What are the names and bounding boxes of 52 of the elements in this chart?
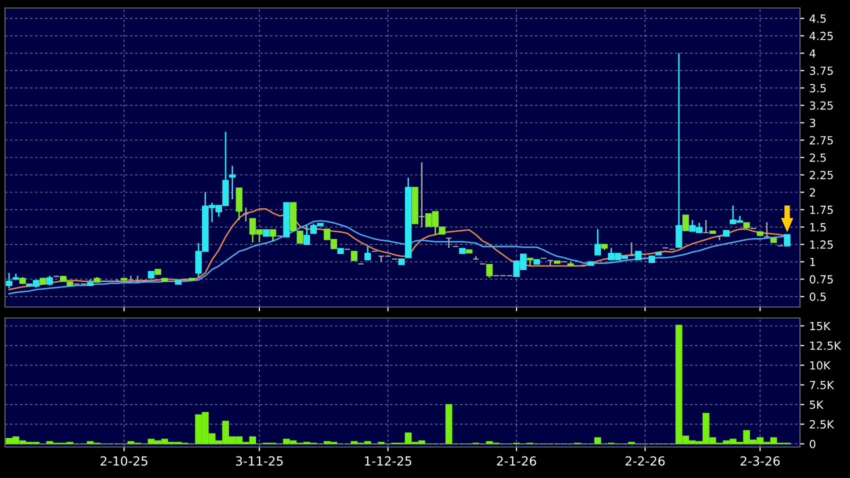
candlestick [682,214,689,232]
y-tick-label: 3 [810,118,816,128]
y-tick-label: 2.5K [810,420,834,429]
y-tick-label: 1.5 [810,223,826,232]
y-tick-label: 15K [810,322,831,330]
candlestick [6,272,12,289]
y-tick-label: 2 [810,188,815,196]
candlestick [446,237,452,249]
candlestick [128,275,134,281]
y-tick-label: 2.75 [810,136,833,144]
y-tick-label: 12.5K [810,342,842,350]
candlestick [472,256,480,260]
candlestick [784,234,790,246]
y-tick-label: 2.25 [810,170,833,180]
y-tick-label: 1.25 [810,240,833,249]
candlestick [229,165,236,200]
y-tick-label: 3.25 [810,101,833,110]
y-tick-label: 3.5 [810,84,826,92]
candlestick [236,187,242,221]
candlestick [364,246,371,260]
y-tick-label: 4.5 [810,14,826,23]
x-tick-label: 1-12-25 [364,456,412,466]
candlestick [594,228,601,256]
candlestick [242,206,250,222]
candlestick [270,229,276,242]
x-tick-label: 2-1-26 [497,456,536,466]
candlestick [418,162,426,228]
y-tick-label: 7.5K [810,380,834,390]
y-tick-label: 4 [810,49,816,58]
y-tick-label: 1.75 [810,206,833,214]
y-tick-label: 0 [810,440,816,448]
y-tick-label: 1 [810,258,816,266]
x-tick-label: 3-11-25 [236,456,283,466]
candlestick [486,264,493,278]
candlestick [350,250,358,261]
candlestick [304,224,310,246]
y-tick-label: 3.75 [810,66,833,75]
candlestick [702,219,710,234]
candlestick [628,242,635,256]
x-tick-label: 2-3-26 [740,456,780,466]
y-tick-label: 4.25 [810,32,833,40]
y-tick-label: 2.5 [810,153,826,162]
y-tick-label: 10K [810,361,831,370]
y-tick-label: 0.5 [810,292,826,301]
x-tick-label: 2-10-25 [100,456,148,466]
candlestick [764,221,770,238]
candlestick [547,260,554,266]
candlestick [46,275,53,286]
y-tick-label: 0.75 [810,275,833,284]
x-tick-label: 2-2-26 [626,456,665,466]
y-tick-label: 5K [810,400,824,409]
candlestick [676,52,682,248]
